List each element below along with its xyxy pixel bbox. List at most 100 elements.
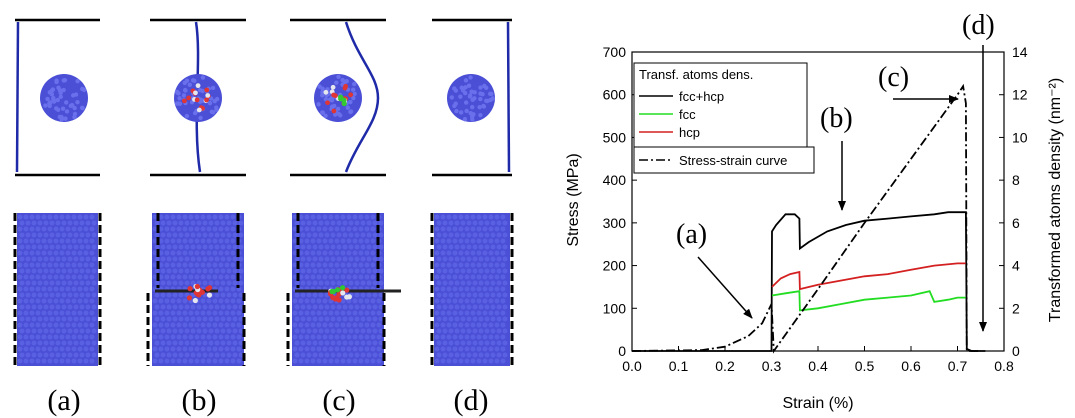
atom xyxy=(458,250,464,256)
atom xyxy=(360,268,366,274)
transformed-atom xyxy=(323,89,329,95)
atom xyxy=(348,268,354,274)
atom xyxy=(358,262,364,268)
atom xyxy=(214,328,220,334)
atom xyxy=(41,250,47,256)
atom xyxy=(85,316,91,322)
atom xyxy=(300,328,306,334)
atom xyxy=(458,262,464,268)
atom xyxy=(470,238,476,244)
atom xyxy=(448,268,454,274)
atom xyxy=(312,220,318,226)
atom xyxy=(166,256,172,262)
atom xyxy=(59,286,65,292)
atom xyxy=(202,304,208,310)
atom xyxy=(77,274,83,280)
atom xyxy=(300,340,306,346)
atom xyxy=(166,304,172,310)
atom xyxy=(490,340,496,346)
atom xyxy=(220,268,226,274)
atom xyxy=(68,103,74,109)
atom xyxy=(330,316,336,322)
atom xyxy=(364,310,370,316)
atom xyxy=(176,310,182,316)
atom xyxy=(484,340,490,346)
atom xyxy=(214,280,220,286)
atom xyxy=(434,286,440,292)
atom xyxy=(446,274,452,280)
atom xyxy=(77,358,83,364)
atom xyxy=(316,298,322,304)
atom xyxy=(464,250,470,256)
atom xyxy=(470,104,475,110)
atom xyxy=(37,340,43,346)
atom xyxy=(340,274,346,280)
atom xyxy=(494,226,500,232)
atom xyxy=(41,262,47,268)
atom xyxy=(206,298,212,304)
atom xyxy=(472,232,478,238)
atom xyxy=(466,83,472,88)
atom xyxy=(200,250,206,256)
atom xyxy=(73,268,79,274)
atom xyxy=(59,322,65,328)
atom xyxy=(464,322,470,328)
atom xyxy=(200,238,206,244)
atom xyxy=(202,256,208,262)
atom xyxy=(49,340,55,346)
atom xyxy=(312,340,318,346)
atom xyxy=(206,322,212,328)
atom xyxy=(47,250,53,256)
atom xyxy=(178,304,184,310)
atom xyxy=(230,298,236,304)
atom xyxy=(55,328,61,334)
atom xyxy=(154,256,160,262)
atom xyxy=(196,316,202,322)
atom xyxy=(330,256,336,262)
atom xyxy=(442,220,448,226)
atom xyxy=(304,250,310,256)
atom xyxy=(446,286,452,292)
atom xyxy=(490,244,496,250)
atom xyxy=(170,226,176,232)
atom xyxy=(184,220,190,226)
atomistic-snapshots xyxy=(13,18,514,366)
atom xyxy=(334,80,339,85)
atom xyxy=(35,214,41,220)
atom xyxy=(454,232,460,238)
atom xyxy=(502,232,508,238)
atom xyxy=(83,310,89,316)
atom xyxy=(328,274,334,280)
atom xyxy=(440,262,446,268)
atom xyxy=(206,226,212,232)
atom xyxy=(446,262,452,268)
atom xyxy=(478,328,484,334)
atom xyxy=(496,316,502,322)
y-tick-label: 600 xyxy=(603,87,627,103)
atom xyxy=(458,334,464,340)
atom xyxy=(482,226,488,232)
atom xyxy=(190,280,196,286)
y2-tick-label: 14 xyxy=(1012,44,1028,60)
atom xyxy=(71,250,77,256)
atom xyxy=(49,256,55,262)
atom xyxy=(67,268,73,274)
atom xyxy=(166,280,172,286)
atom xyxy=(164,346,170,352)
atom xyxy=(232,304,238,310)
atom xyxy=(65,322,71,328)
atom xyxy=(352,274,358,280)
atom xyxy=(458,358,464,364)
atom xyxy=(482,274,488,280)
atom xyxy=(323,113,328,119)
atom xyxy=(79,232,85,238)
atom xyxy=(336,256,342,262)
atom xyxy=(460,244,466,250)
atom xyxy=(484,244,490,250)
atom xyxy=(306,328,312,334)
atom xyxy=(292,334,298,340)
atom xyxy=(31,268,37,274)
transformed-atom xyxy=(186,95,192,101)
atom xyxy=(366,268,372,274)
